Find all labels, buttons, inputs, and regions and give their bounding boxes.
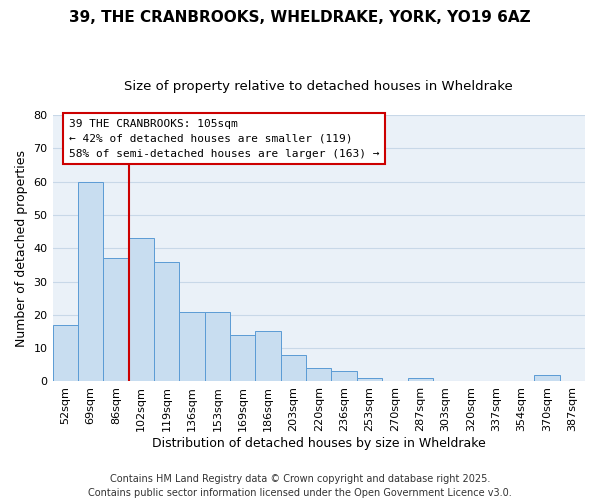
Y-axis label: Number of detached properties: Number of detached properties bbox=[15, 150, 28, 346]
Bar bbox=[306, 368, 331, 382]
Bar bbox=[78, 182, 103, 382]
X-axis label: Distribution of detached houses by size in Wheldrake: Distribution of detached houses by size … bbox=[152, 437, 485, 450]
Title: Size of property relative to detached houses in Wheldrake: Size of property relative to detached ho… bbox=[124, 80, 513, 93]
Bar bbox=[53, 325, 78, 382]
Bar bbox=[256, 332, 281, 382]
Bar bbox=[205, 312, 230, 382]
Text: 39, THE CRANBROOKS, WHELDRAKE, YORK, YO19 6AZ: 39, THE CRANBROOKS, WHELDRAKE, YORK, YO1… bbox=[69, 10, 531, 25]
Bar bbox=[230, 335, 256, 382]
Bar bbox=[179, 312, 205, 382]
Bar bbox=[103, 258, 128, 382]
Text: 39 THE CRANBROOKS: 105sqm
← 42% of detached houses are smaller (119)
58% of semi: 39 THE CRANBROOKS: 105sqm ← 42% of detac… bbox=[68, 119, 379, 158]
Bar bbox=[407, 378, 433, 382]
Bar bbox=[331, 372, 357, 382]
Bar bbox=[357, 378, 382, 382]
Bar bbox=[128, 238, 154, 382]
Bar bbox=[534, 375, 560, 382]
Text: Contains HM Land Registry data © Crown copyright and database right 2025.
Contai: Contains HM Land Registry data © Crown c… bbox=[88, 474, 512, 498]
Bar bbox=[154, 262, 179, 382]
Bar bbox=[281, 355, 306, 382]
